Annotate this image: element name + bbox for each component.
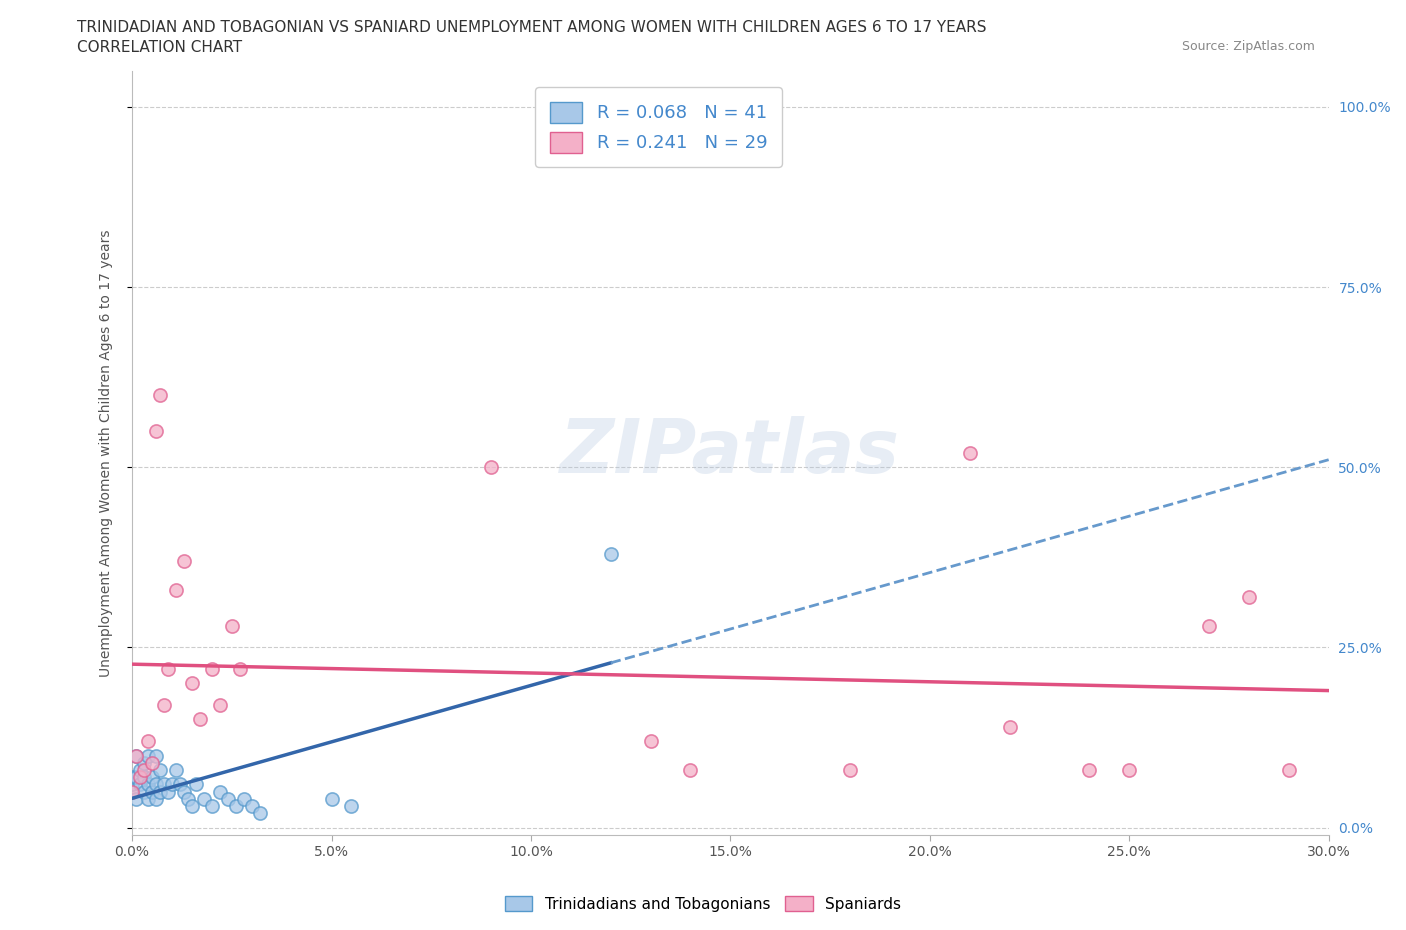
Point xyxy=(679,763,702,777)
Point xyxy=(225,799,247,814)
Point xyxy=(129,770,152,785)
Point xyxy=(201,799,224,814)
Point xyxy=(321,791,343,806)
Point xyxy=(156,661,179,676)
Point xyxy=(340,799,363,814)
Point xyxy=(145,748,167,763)
Point xyxy=(132,755,155,770)
Point xyxy=(141,755,163,770)
Point xyxy=(129,763,152,777)
Point xyxy=(169,777,191,791)
Point xyxy=(136,791,159,806)
Point xyxy=(145,791,167,806)
Legend: Trinidadians and Tobagonians, Spaniards: Trinidadians and Tobagonians, Spaniards xyxy=(499,889,907,918)
Point xyxy=(201,661,224,676)
Point xyxy=(208,784,231,799)
Point xyxy=(959,445,981,460)
Point xyxy=(599,546,621,561)
Point xyxy=(173,784,195,799)
Point xyxy=(125,791,148,806)
Text: Source: ZipAtlas.com: Source: ZipAtlas.com xyxy=(1181,40,1315,53)
Y-axis label: Unemployment Among Women with Children Ages 6 to 17 years: Unemployment Among Women with Children A… xyxy=(100,229,114,676)
Point xyxy=(181,799,204,814)
Point xyxy=(121,784,143,799)
Point xyxy=(125,770,148,785)
Point xyxy=(132,770,155,785)
Point xyxy=(1198,618,1220,633)
Point xyxy=(125,748,148,763)
Point xyxy=(1278,763,1301,777)
Text: CORRELATION CHART: CORRELATION CHART xyxy=(77,40,242,55)
Point xyxy=(145,424,167,439)
Point xyxy=(173,553,195,568)
Point xyxy=(141,770,163,785)
Point xyxy=(1078,763,1101,777)
Point xyxy=(188,712,211,727)
Point xyxy=(156,784,179,799)
Point xyxy=(229,661,252,676)
Point xyxy=(132,784,155,799)
Point xyxy=(181,676,204,691)
Point xyxy=(1237,590,1260,604)
Point xyxy=(221,618,243,633)
Point xyxy=(160,777,183,791)
Point xyxy=(149,784,172,799)
Point xyxy=(153,777,176,791)
Point xyxy=(149,388,172,403)
Text: TRINIDADIAN AND TOBAGONIAN VS SPANIARD UNEMPLOYMENT AMONG WOMEN WITH CHILDREN AG: TRINIDADIAN AND TOBAGONIAN VS SPANIARD U… xyxy=(77,20,987,35)
Point xyxy=(232,791,254,806)
Point xyxy=(136,777,159,791)
Point xyxy=(217,791,239,806)
Point xyxy=(177,791,200,806)
Point xyxy=(998,719,1021,734)
Point xyxy=(149,763,172,777)
Point xyxy=(121,784,143,799)
Point xyxy=(153,698,176,712)
Point xyxy=(121,777,143,791)
Point xyxy=(640,734,662,749)
Point xyxy=(129,777,152,791)
Point xyxy=(249,805,271,820)
Point xyxy=(136,748,159,763)
Point xyxy=(208,698,231,712)
Point xyxy=(145,777,167,791)
Legend: R = 0.068   N = 41, R = 0.241   N = 29: R = 0.068 N = 41, R = 0.241 N = 29 xyxy=(536,87,782,167)
Point xyxy=(240,799,263,814)
Point xyxy=(1118,763,1140,777)
Point xyxy=(125,748,148,763)
Point xyxy=(184,777,207,791)
Point xyxy=(165,582,187,597)
Point xyxy=(479,459,502,474)
Point xyxy=(136,734,159,749)
Text: ZIPatlas: ZIPatlas xyxy=(561,417,900,489)
Point xyxy=(165,763,187,777)
Point xyxy=(839,763,862,777)
Point xyxy=(121,770,143,785)
Point xyxy=(132,763,155,777)
Point xyxy=(141,784,163,799)
Point xyxy=(193,791,215,806)
